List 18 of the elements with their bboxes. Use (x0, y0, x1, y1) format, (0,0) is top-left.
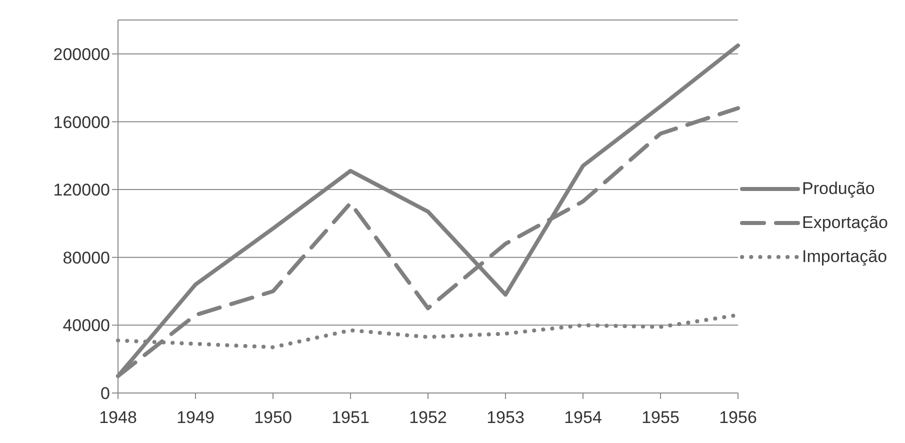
x-tick-label: 1950 (254, 408, 292, 428)
x-tick-label: 1955 (642, 408, 680, 428)
x-tick-label: 1954 (564, 408, 602, 428)
y-tick-label: 120000 (53, 180, 110, 200)
y-tick-label: 80000 (62, 248, 110, 268)
x-tick-label: 1948 (99, 408, 137, 428)
y-tick-label: 40000 (62, 316, 110, 336)
legend-label: Produção (802, 179, 875, 199)
x-tick-label: 1952 (409, 408, 447, 428)
x-tick-label: 1956 (719, 408, 757, 428)
legend-label: Exportação (802, 213, 888, 233)
x-tick-label: 1951 (332, 408, 370, 428)
x-tick-label: 1953 (486, 408, 524, 428)
y-tick-label: 0 (100, 384, 110, 404)
legend-label: Importação (802, 247, 888, 267)
x-tick-label: 1949 (176, 408, 214, 428)
y-tick-label: 160000 (53, 112, 110, 132)
y-tick-label: 200000 (53, 44, 110, 64)
